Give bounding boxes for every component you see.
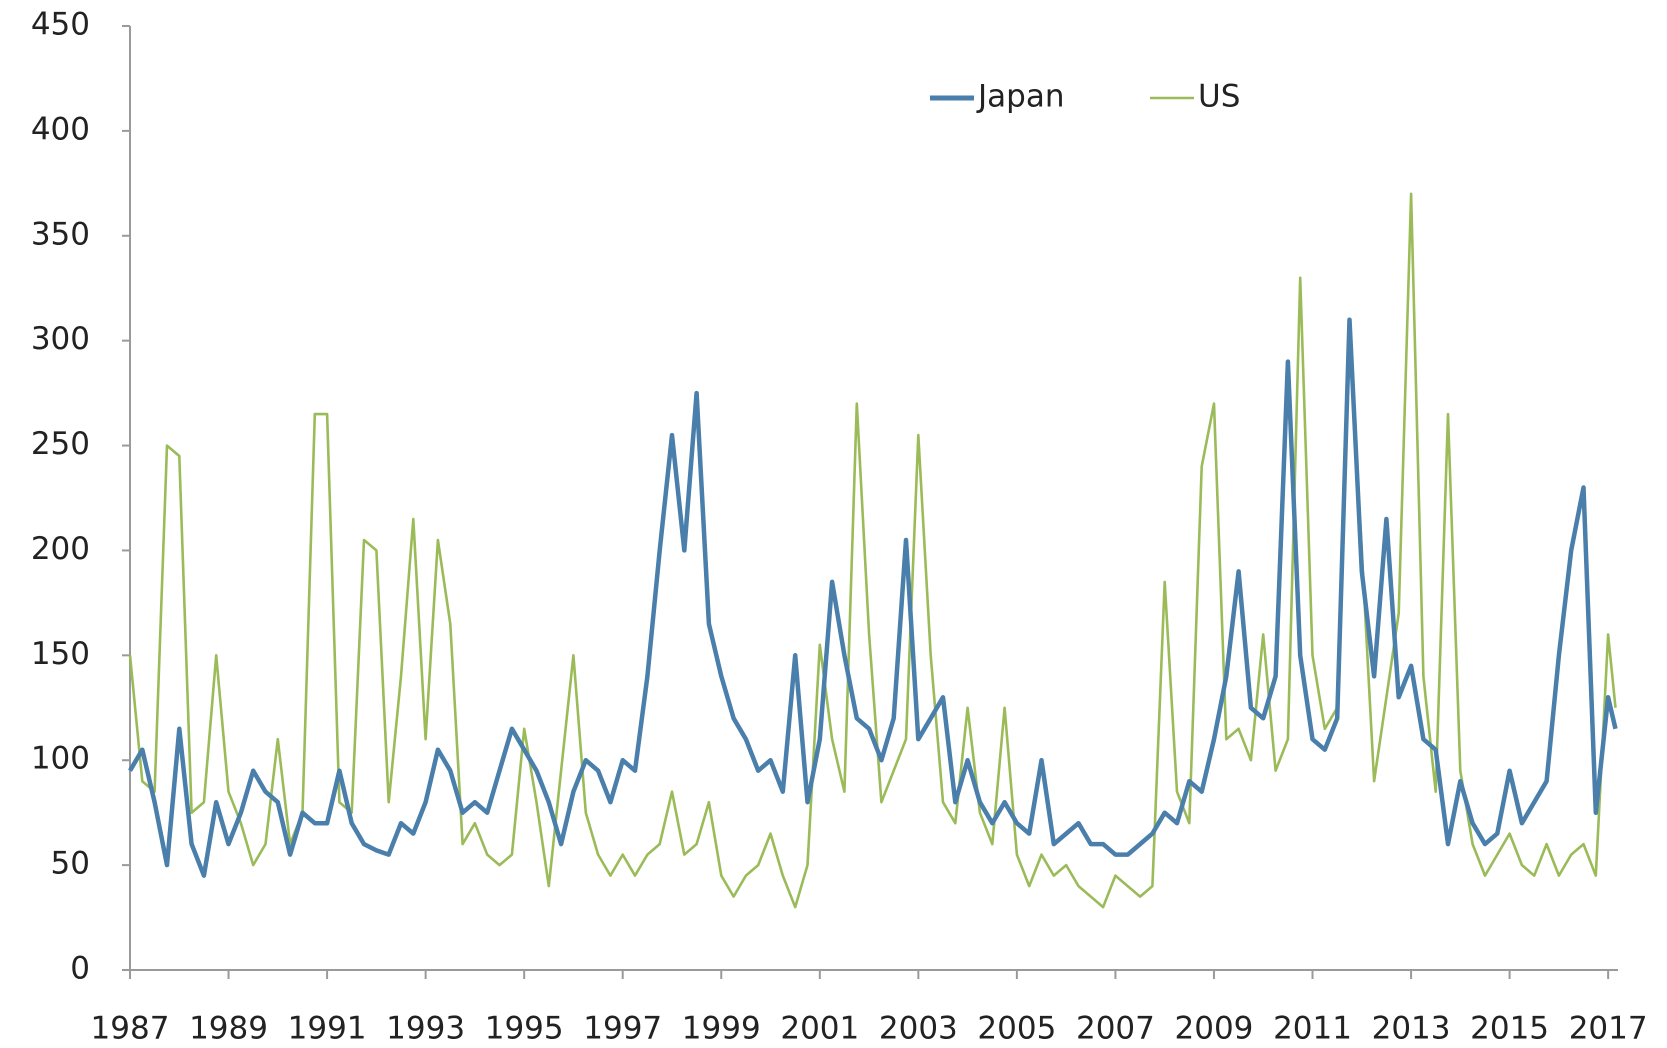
y-tick-label: 250: [31, 426, 90, 462]
x-tick-label: 2017: [1569, 1011, 1648, 1047]
y-tick-label: 300: [31, 321, 90, 357]
line-series: [128, 192, 1617, 909]
y-tick-label: 350: [31, 216, 90, 252]
x-tick-label: 2003: [879, 1011, 958, 1047]
y-tick-label: 400: [31, 111, 90, 147]
x-tick-label: 1987: [91, 1011, 170, 1047]
x-tick-label: 1995: [485, 1011, 564, 1047]
legend-label: Japan: [976, 79, 1064, 115]
y-tick-label: 150: [31, 636, 90, 672]
y-tick-label: 450: [31, 7, 90, 43]
legend-label: US: [1198, 79, 1240, 115]
x-tick-label: 1993: [386, 1011, 465, 1047]
x-tick-label: 2009: [1175, 1011, 1254, 1047]
line-series: [128, 317, 1618, 878]
x-tick-label: 2011: [1273, 1011, 1352, 1047]
y-tick-label: 0: [70, 951, 90, 987]
x-tick-label: 2013: [1372, 1011, 1451, 1047]
x-tick-label: 1997: [583, 1011, 662, 1047]
y-tick-label: 50: [51, 846, 90, 882]
x-tick-label: 2005: [977, 1011, 1056, 1047]
x-tick-label: 2015: [1470, 1011, 1549, 1047]
x-tick-label: 1989: [189, 1011, 268, 1047]
y-tick-label: 100: [31, 741, 90, 777]
x-tick-label: 1999: [682, 1011, 761, 1047]
y-tick-label: 200: [31, 531, 90, 567]
x-tick-label: 2001: [780, 1011, 859, 1047]
x-tick-label: 2007: [1076, 1011, 1155, 1047]
x-tick-label: 1991: [288, 1011, 367, 1047]
